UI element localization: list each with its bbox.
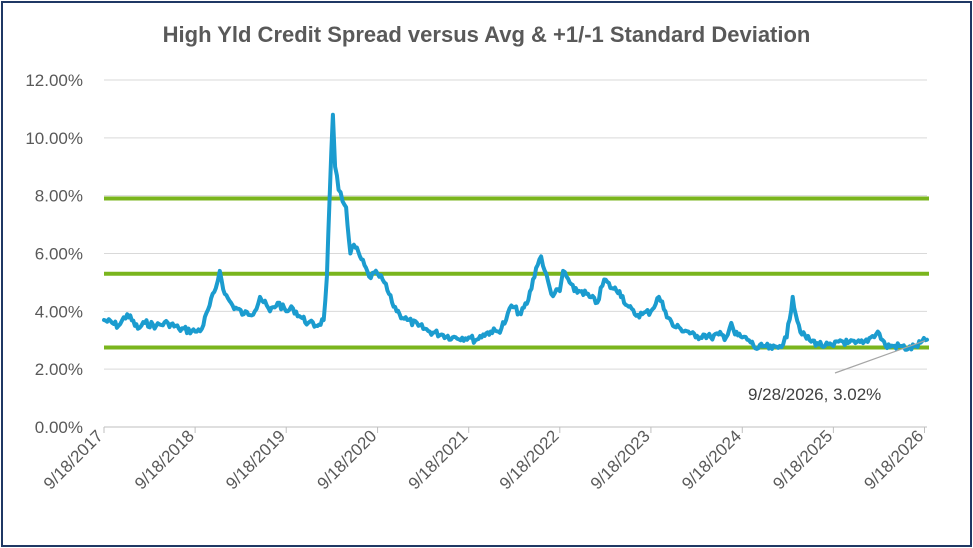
chart-title: High Yld Credit Spread versus Avg & +1/-…	[162, 22, 811, 47]
x-tick-label: 9/18/2022	[496, 426, 563, 493]
reference-lines	[104, 196, 929, 350]
x-tick-label: 9/18/2018	[131, 426, 198, 493]
x-tick-label: 9/18/2020	[313, 426, 380, 493]
y-axis-labels: 0.00% 2.00% 4.00% 6.00% 8.00% 10.00% 12.00%	[25, 71, 83, 437]
x-tick-label: 9/18/2021	[405, 426, 472, 493]
y-tick-label: 6.00%	[35, 245, 83, 264]
x-tick-label: 9/18/2024	[678, 426, 745, 493]
grid-lines	[104, 79, 927, 428]
y-tick-label: 10.00%	[25, 129, 83, 148]
annotation-label: 9/28/2026, 3.02%	[748, 385, 881, 404]
annotation-leader-line	[834, 340, 926, 374]
x-tick-label: 9/18/2019	[222, 426, 289, 493]
y-tick-label: 4.00%	[35, 302, 83, 321]
y-tick-label: 12.00%	[25, 71, 83, 90]
x-tick-label: 9/18/2023	[587, 426, 654, 493]
annotation-group: 9/28/2026, 3.02%	[748, 340, 926, 404]
x-tick-label: 9/18/2026	[860, 426, 927, 493]
x-tick-label: 9/18/2025	[769, 426, 836, 493]
y-tick-label: 0.00%	[35, 418, 83, 437]
x-axis: 9/18/2017 9/18/2018 9/18/2019 9/18/2020 9/18…	[40, 426, 927, 493]
y-tick-label: 2.00%	[35, 360, 83, 379]
series-group	[102, 112, 929, 352]
y-tick-label: 8.00%	[35, 187, 83, 206]
spread-series-line	[102, 112, 929, 352]
